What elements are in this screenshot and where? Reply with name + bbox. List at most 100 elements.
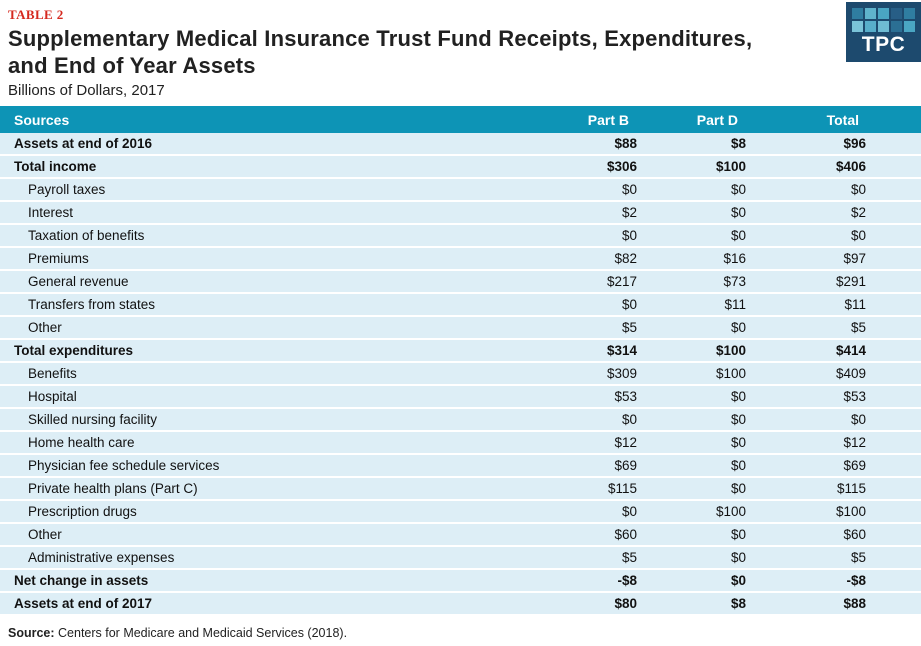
total-value: $5 xyxy=(746,316,921,340)
part-b-value: $0 xyxy=(530,408,637,432)
part-b-value: $82 xyxy=(530,247,637,271)
part-d-value: $0 xyxy=(637,201,746,225)
table-row: Physician fee schedule services $69 $0 $… xyxy=(0,454,921,478)
table-row: Other $5 $0 $5 xyxy=(0,316,921,340)
row-label: Payroll taxes xyxy=(0,178,530,202)
column-header-total: Total xyxy=(746,106,921,133)
part-b-value: -$8 xyxy=(530,569,637,593)
logo-square xyxy=(878,8,889,19)
table-row: Private health plans (Part C) $115 $0 $1… xyxy=(0,477,921,501)
total-value: $0 xyxy=(746,408,921,432)
total-value: $414 xyxy=(746,339,921,363)
row-label: Net change in assets xyxy=(0,569,530,593)
total-value: $60 xyxy=(746,523,921,547)
data-table: Sources Part B Part D Total Assets at en… xyxy=(0,106,921,616)
source-text: Centers for Medicare and Medicaid Servic… xyxy=(54,626,348,640)
report-header: TABLE 2 Supplementary Medical Insurance … xyxy=(0,0,921,106)
logo-square xyxy=(852,8,863,19)
total-value: $0 xyxy=(746,178,921,202)
logo-square xyxy=(891,8,902,19)
part-b-value: $5 xyxy=(530,316,637,340)
total-value: $53 xyxy=(746,385,921,409)
part-d-value: $0 xyxy=(637,178,746,202)
page-subtitle: Billions of Dollars, 2017 xyxy=(8,82,165,99)
row-label: Skilled nursing facility xyxy=(0,408,530,432)
total-value: $291 xyxy=(746,270,921,294)
part-d-value: $73 xyxy=(637,270,746,294)
row-label: Interest xyxy=(0,201,530,225)
total-value: $12 xyxy=(746,431,921,455)
page-title: Supplementary Medical Insurance Trust Fu… xyxy=(8,25,921,79)
row-label: Administrative expenses xyxy=(0,546,530,570)
row-label: Taxation of benefits xyxy=(0,224,530,248)
table-row: Prescription drugs $0 $100 $100 xyxy=(0,500,921,524)
part-d-value: $0 xyxy=(637,408,746,432)
part-b-value: $115 xyxy=(530,477,637,501)
table-row: General revenue $217 $73 $291 xyxy=(0,270,921,294)
table-row: Administrative expenses $5 $0 $5 xyxy=(0,546,921,570)
part-d-value: $0 xyxy=(637,224,746,248)
table-row: Total income $306 $100 $406 xyxy=(0,155,921,179)
table-row: Net change in assets -$8 $0 -$8 xyxy=(0,569,921,593)
part-b-value: $88 xyxy=(530,133,637,156)
part-b-value: $0 xyxy=(530,224,637,248)
total-value: $100 xyxy=(746,500,921,524)
row-label: Hospital xyxy=(0,385,530,409)
table-row: Other $60 $0 $60 xyxy=(0,523,921,547)
logo-square xyxy=(891,21,902,32)
part-d-value: $16 xyxy=(637,247,746,271)
row-label: Assets at end of 2016 xyxy=(0,133,530,156)
part-d-value: $0 xyxy=(637,523,746,547)
logo-square xyxy=(852,21,863,32)
part-d-value: $0 xyxy=(637,316,746,340)
part-d-value: $0 xyxy=(637,569,746,593)
total-value: $96 xyxy=(746,133,921,156)
table-body: Assets at end of 2016 $88 $8 $96 Total i… xyxy=(0,133,921,616)
part-d-value: $0 xyxy=(637,546,746,570)
row-label: Premiums xyxy=(0,247,530,271)
part-b-value: $2 xyxy=(530,201,637,225)
part-d-value: $100 xyxy=(637,362,746,386)
column-header-part-d: Part D xyxy=(637,106,746,133)
row-label: Physician fee schedule services xyxy=(0,454,530,478)
table-row: Assets at end of 2017 $80 $8 $88 xyxy=(0,592,921,616)
table-row: Interest $2 $0 $2 xyxy=(0,201,921,225)
row-label: Assets at end of 2017 xyxy=(0,592,530,616)
part-b-value: $69 xyxy=(530,454,637,478)
row-label: Benefits xyxy=(0,362,530,386)
table-header-row: Sources Part B Part D Total xyxy=(0,106,921,133)
row-label: Other xyxy=(0,523,530,547)
part-b-value: $217 xyxy=(530,270,637,294)
row-label: Transfers from states xyxy=(0,293,530,317)
part-b-value: $60 xyxy=(530,523,637,547)
part-d-value: $8 xyxy=(637,133,746,156)
part-b-value: $53 xyxy=(530,385,637,409)
part-b-value: $306 xyxy=(530,155,637,179)
row-label: Prescription drugs xyxy=(0,500,530,524)
table-row: Hospital $53 $0 $53 xyxy=(0,385,921,409)
part-b-value: $0 xyxy=(530,178,637,202)
part-d-value: $100 xyxy=(637,339,746,363)
logo-mosaic-icon xyxy=(846,2,921,32)
part-b-value: $12 xyxy=(530,431,637,455)
part-d-value: $0 xyxy=(637,385,746,409)
table-row: Transfers from states $0 $11 $11 xyxy=(0,293,921,317)
row-label: Total income xyxy=(0,155,530,179)
part-d-value: $0 xyxy=(637,431,746,455)
part-d-value: $100 xyxy=(637,500,746,524)
row-label: Other xyxy=(0,316,530,340)
total-value: $11 xyxy=(746,293,921,317)
logo-square xyxy=(878,21,889,32)
total-value: $406 xyxy=(746,155,921,179)
table-row: Taxation of benefits $0 $0 $0 xyxy=(0,224,921,248)
column-header-part-b: Part B xyxy=(530,106,637,133)
total-value: -$8 xyxy=(746,569,921,593)
table-number-label: TABLE 2 xyxy=(8,7,64,22)
part-b-value: $0 xyxy=(530,500,637,524)
part-d-value: $11 xyxy=(637,293,746,317)
row-label: General revenue xyxy=(0,270,530,294)
logo-square xyxy=(865,21,876,32)
part-b-value: $80 xyxy=(530,592,637,616)
table-row: Skilled nursing facility $0 $0 $0 xyxy=(0,408,921,432)
